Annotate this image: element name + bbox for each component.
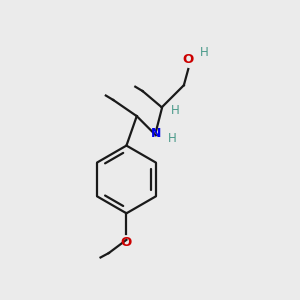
Text: O: O bbox=[183, 53, 194, 66]
Text: H: H bbox=[200, 46, 209, 59]
Text: N: N bbox=[151, 127, 161, 140]
Text: O: O bbox=[121, 236, 132, 249]
Text: H: H bbox=[171, 104, 179, 117]
Text: H: H bbox=[168, 132, 176, 145]
